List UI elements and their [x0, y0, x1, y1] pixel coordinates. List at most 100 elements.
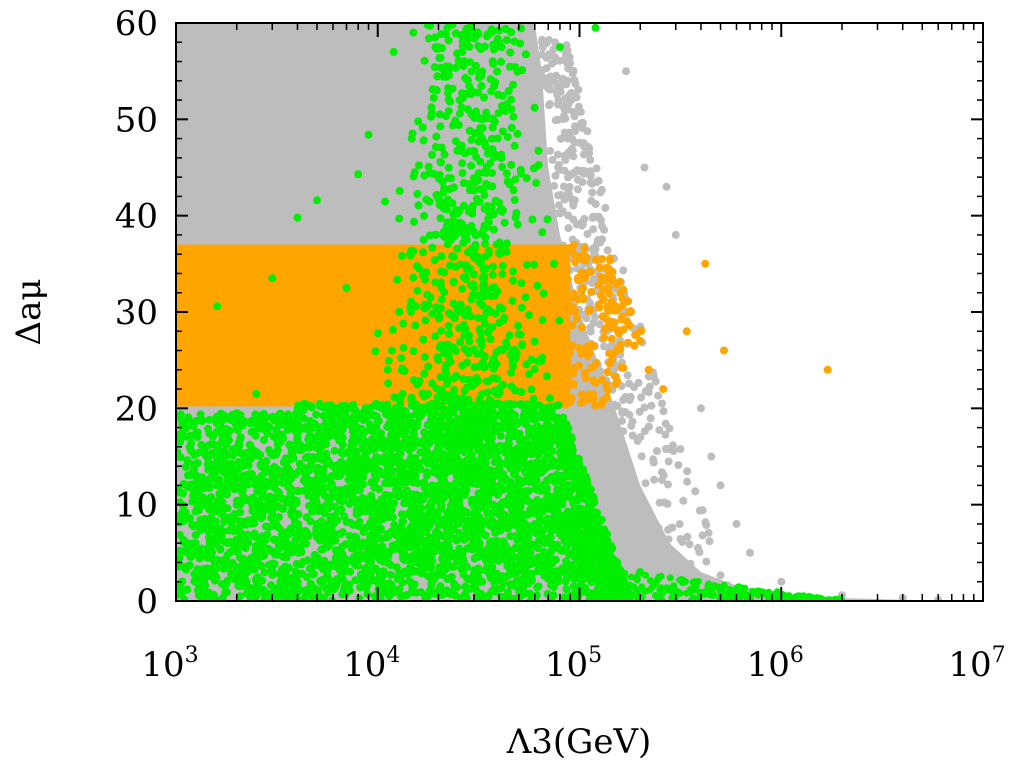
green-point [263, 429, 272, 438]
green-point [302, 573, 311, 581]
green-point [579, 548, 587, 557]
green-point [507, 546, 516, 555]
green-point [584, 527, 593, 536]
green-point [252, 588, 260, 597]
green-point [510, 561, 519, 570]
green-point [543, 484, 551, 493]
green-point [570, 546, 579, 555]
green-point [303, 556, 312, 565]
green-point [543, 490, 552, 499]
green-point [560, 593, 569, 601]
gray-point [556, 134, 565, 143]
green-point [414, 201, 423, 210]
green-point [510, 196, 519, 204]
green-point [356, 554, 365, 563]
gray-point [591, 313, 599, 321]
green-point [459, 570, 468, 579]
green-point [257, 537, 266, 546]
green-point [374, 439, 383, 448]
green-point [430, 496, 439, 505]
green-point [322, 537, 331, 546]
green-point [506, 581, 515, 590]
orange-point [603, 272, 612, 281]
gray-point [649, 549, 658, 557]
green-point [453, 244, 462, 253]
green-point [399, 517, 408, 526]
green-point [218, 498, 227, 507]
green-point [297, 402, 306, 411]
green-point [596, 580, 604, 588]
green-point [416, 517, 425, 526]
green-point [402, 487, 411, 496]
green-point [547, 596, 556, 601]
green-point [541, 455, 549, 464]
green-point [227, 570, 236, 579]
green-point [366, 462, 375, 471]
green-point [236, 522, 245, 531]
green-point [442, 554, 450, 563]
green-point [475, 566, 484, 575]
green-point [562, 456, 571, 465]
green-point [277, 530, 286, 539]
green-point [429, 575, 438, 584]
green-point [296, 543, 305, 552]
gray-point [647, 401, 656, 410]
gray-point [637, 393, 646, 402]
green-point [199, 493, 208, 502]
green-point [231, 575, 240, 584]
green-point [309, 419, 318, 428]
green-point [392, 563, 401, 572]
gray-point [546, 146, 555, 155]
green-point [413, 479, 422, 488]
green-point [496, 431, 505, 440]
gray-point [628, 431, 637, 440]
green-point [467, 495, 476, 504]
green-point [435, 170, 444, 179]
gray-point [550, 181, 559, 190]
green-point [462, 478, 471, 487]
orange-point [591, 255, 600, 264]
green-point [234, 458, 243, 467]
green-point [575, 459, 584, 468]
green-point [481, 484, 490, 493]
green-point [206, 513, 215, 522]
green-point [519, 566, 528, 575]
green-point [447, 509, 456, 518]
green-point [261, 414, 270, 423]
green-point [562, 543, 571, 552]
gray-point [565, 128, 574, 137]
green-point [586, 485, 595, 494]
gray-point [558, 207, 567, 216]
gray-point [691, 487, 700, 496]
green-point [314, 469, 323, 478]
gray-point [542, 64, 551, 73]
green-point [176, 431, 184, 439]
green-point [525, 498, 534, 506]
green-point [332, 577, 341, 586]
green-point [313, 533, 321, 542]
orange-point [569, 379, 578, 388]
gray-point [573, 185, 582, 194]
gray-point [620, 477, 629, 486]
green-point [617, 594, 625, 601]
green-point [338, 528, 347, 537]
orange-point [618, 301, 627, 310]
green-point [230, 510, 239, 519]
green-point [289, 454, 298, 463]
green-point [663, 586, 671, 594]
green-point [474, 42, 483, 51]
green-point [408, 521, 416, 530]
gray-point [618, 407, 627, 416]
gray-point [569, 108, 578, 116]
orange-point [701, 259, 710, 268]
green-point [338, 440, 347, 449]
green-point [569, 582, 578, 591]
green-point [302, 590, 311, 599]
gray-point [586, 155, 595, 164]
green-point [411, 321, 420, 330]
green-point [375, 567, 384, 576]
green-point [259, 589, 268, 597]
green-point [422, 434, 431, 443]
green-point [488, 422, 497, 431]
green-point [500, 218, 509, 227]
